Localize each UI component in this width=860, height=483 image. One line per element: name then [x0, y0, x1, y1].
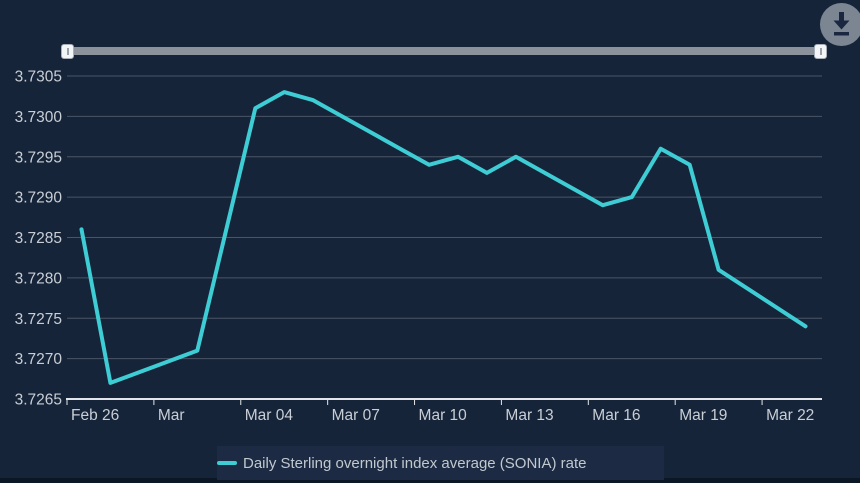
y-axis-label: 3.7305	[15, 69, 62, 86]
x-axis-label: Mar 13	[505, 407, 553, 424]
download-button[interactable]	[820, 3, 860, 46]
y-axis-label: 3.7295	[15, 149, 62, 166]
download-icon	[833, 12, 850, 36]
y-axis-label: 3.7265	[15, 392, 62, 409]
slider-handle-grip	[66, 48, 69, 55]
slider-handle-grip	[819, 48, 822, 55]
x-axis-label: Feb 26	[71, 407, 119, 424]
y-axis-label: 3.7290	[15, 190, 63, 207]
x-axis-label: Mar 19	[679, 407, 727, 424]
x-axis-label: Mar 07	[332, 407, 380, 424]
x-axis-label: Mar 22	[766, 407, 814, 424]
slider-handle-right[interactable]	[814, 44, 827, 59]
legend-series-label: Daily Sterling overnight index average (…	[243, 454, 587, 472]
range-slider	[0, 0, 860, 66]
legend[interactable]: Daily Sterling overnight index average (…	[217, 446, 664, 480]
x-axis-label: Mar 16	[592, 407, 640, 424]
y-axis-label: 3.7280	[15, 270, 63, 287]
y-axis-label: 3.7270	[15, 351, 63, 368]
x-axis-label: Mar 04	[245, 407, 294, 424]
legend-series-swatch	[217, 461, 237, 465]
y-axis-label: 3.7300	[15, 109, 63, 126]
x-axis-label: Mar 10	[419, 407, 468, 424]
y-axis-label: 3.7285	[15, 230, 62, 247]
x-axis-label: Mar	[158, 407, 185, 424]
y-axis-label: 3.7275	[15, 311, 62, 328]
slider-handle-left[interactable]	[61, 44, 74, 59]
slider-track[interactable]	[67, 47, 823, 55]
sonia-rate-line[interactable]	[79, 90, 808, 385]
